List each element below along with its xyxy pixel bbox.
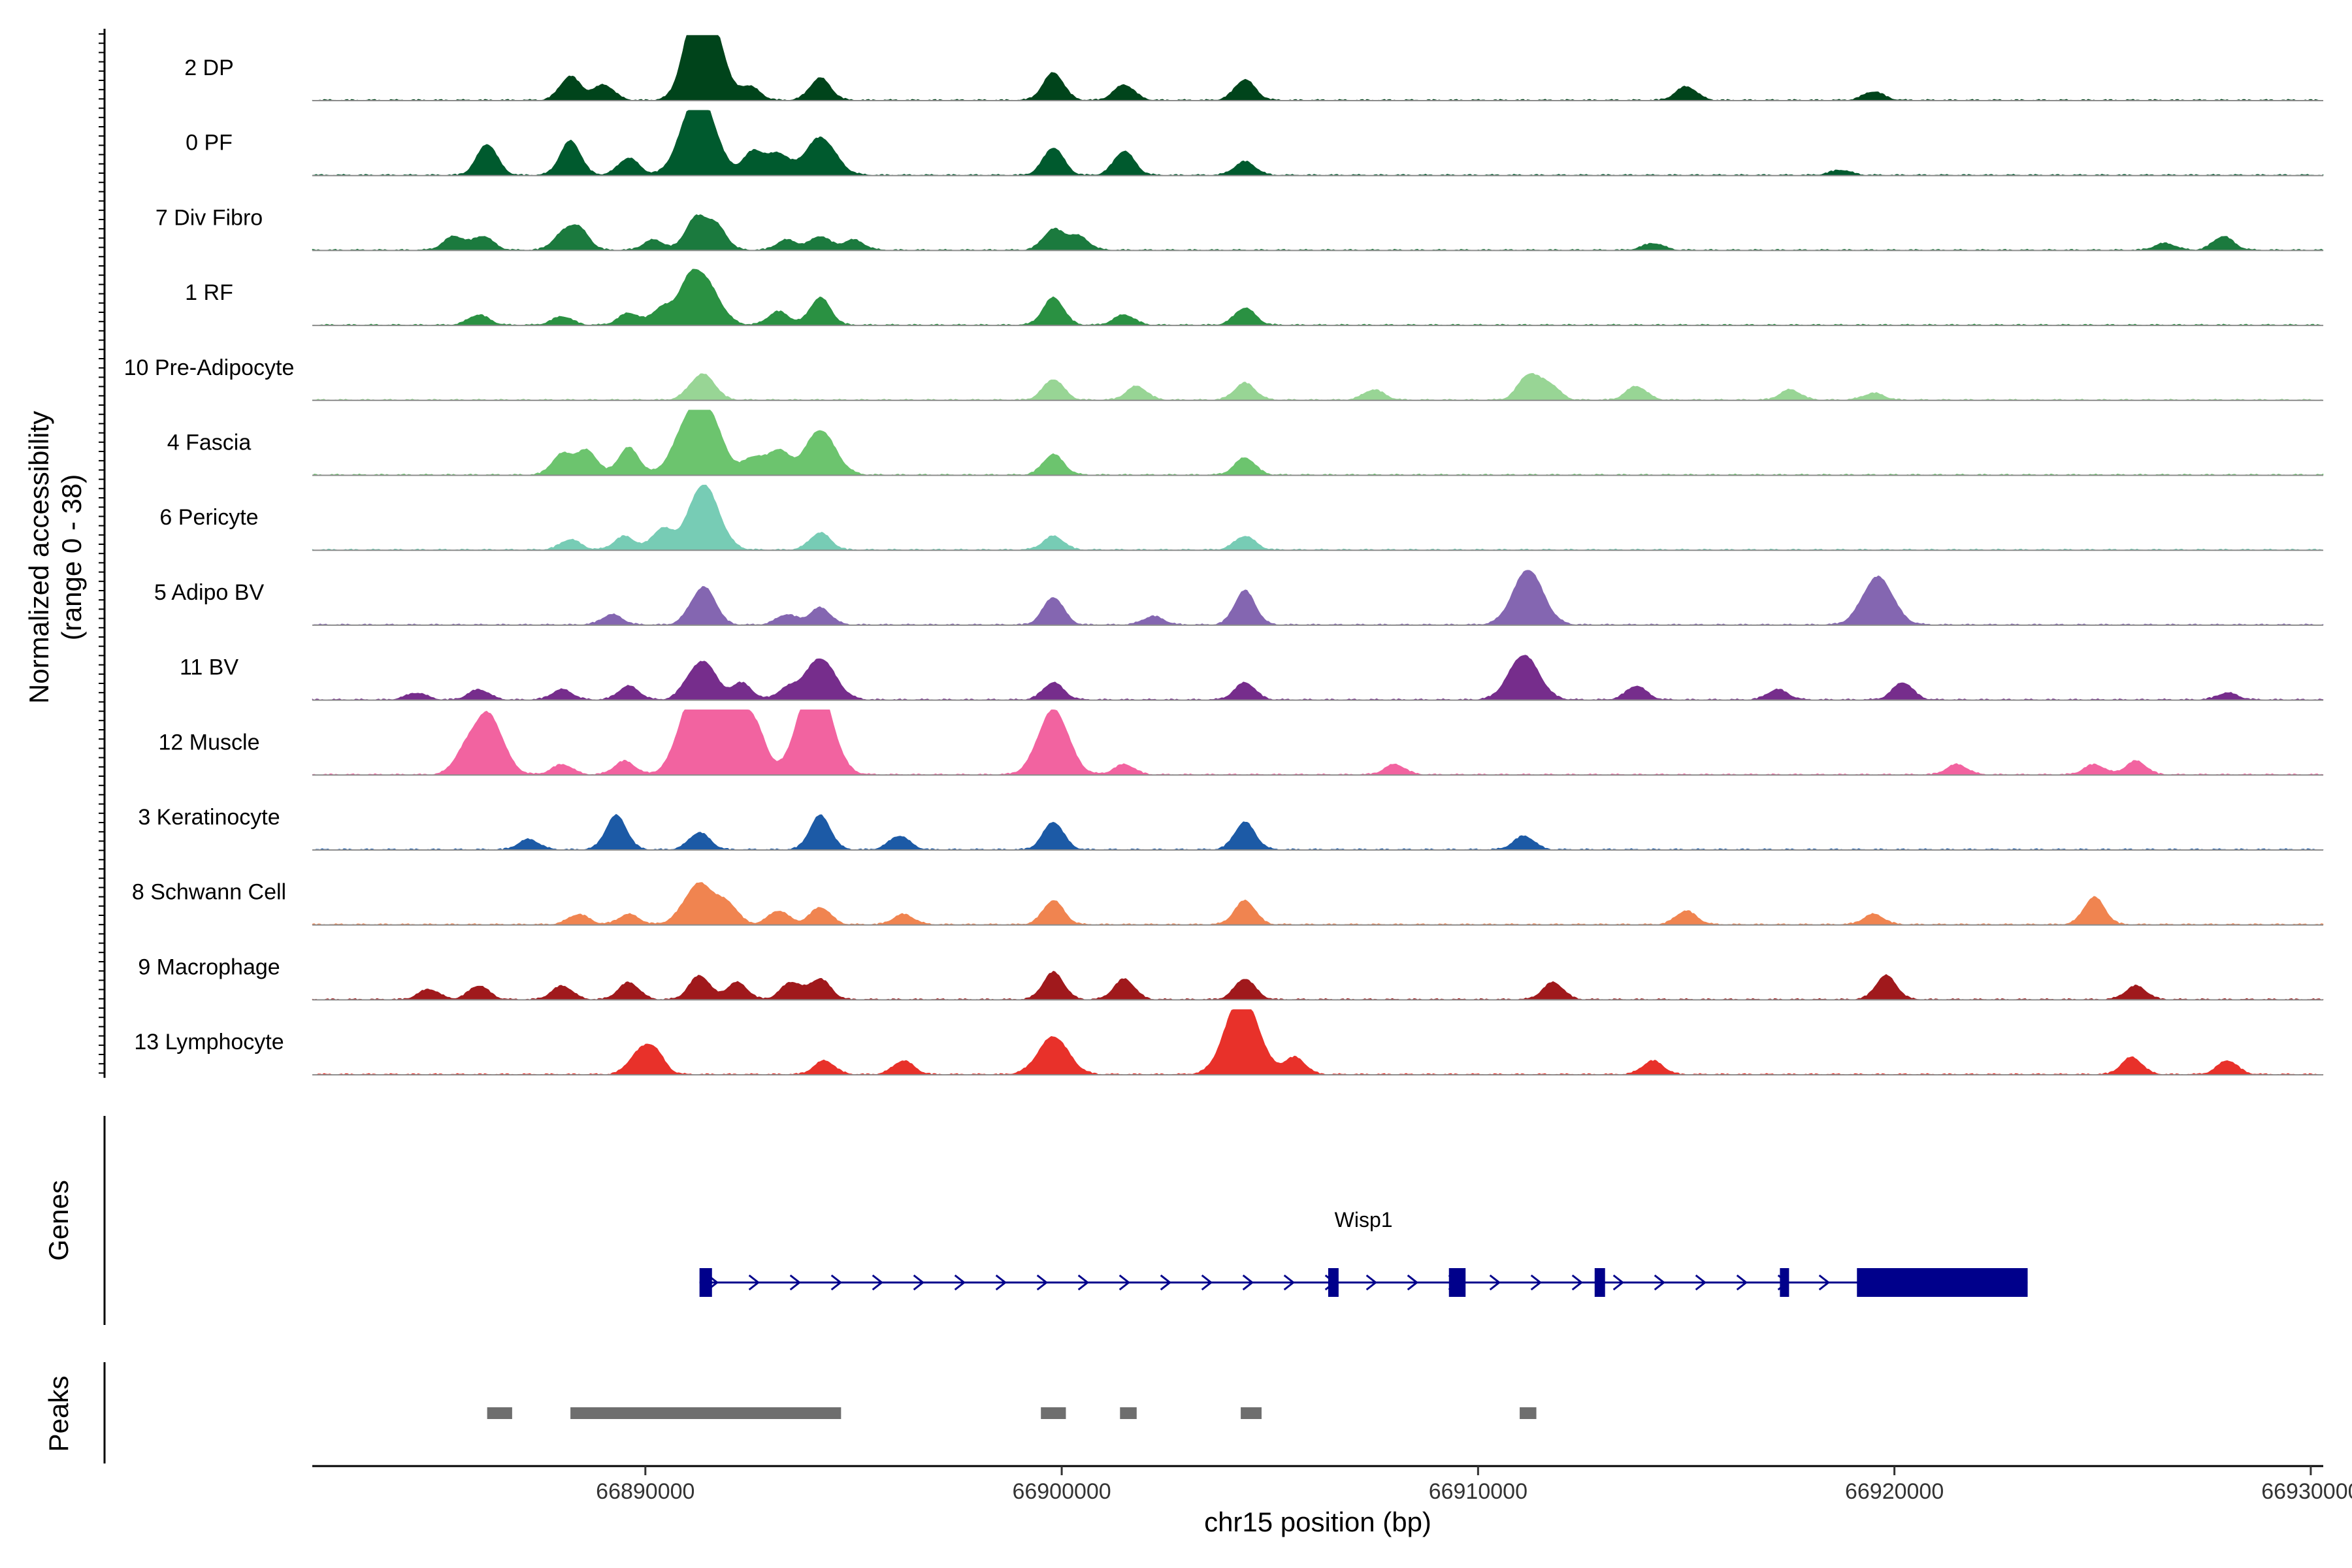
strand-arrow (1571, 1274, 1584, 1291)
track-label: 4 Fascia (167, 431, 252, 455)
track-label: 10 Pre-Adipocyte (124, 355, 295, 380)
strand-arrow (1242, 1274, 1254, 1291)
track-label: 12 Muscle (159, 730, 260, 755)
track-11: 3 Keratinocyte (138, 805, 2324, 851)
track-label: 3 Keratinocyte (138, 805, 280, 830)
gene-exon (1780, 1268, 1789, 1297)
gene-name-label: Wisp1 (1335, 1208, 1393, 1232)
genes-panel-label: Genes (43, 1180, 74, 1261)
track-signal (312, 269, 2324, 326)
track-2: 0 PF (186, 110, 2324, 176)
coverage-tracks: 2 DP 0 PF 7 Div Fibro 1 RF 10 Pre-Adipocyte 4… (124, 35, 2324, 1076)
track-signal (312, 1009, 2324, 1075)
strand-arrow (748, 1274, 760, 1291)
y-axis-title-line2: (range 0 - 38) (56, 474, 87, 640)
strand-arrow (872, 1274, 884, 1291)
strand-arrow (1695, 1274, 1707, 1291)
strand-arrow (1283, 1274, 1296, 1291)
strand-arrow (1612, 1274, 1625, 1291)
strand-arrow (1654, 1274, 1666, 1291)
track-label: 2 DP (184, 56, 234, 80)
peak-region (487, 1407, 512, 1419)
track-13: 9 Macrophage (138, 955, 2324, 1001)
track-signal (312, 570, 2324, 626)
track-label: 6 Pericyte (159, 505, 258, 530)
track-signal (312, 35, 2324, 101)
genes-panel: Genes Wisp1 (43, 1116, 2028, 1325)
track-label: 8 Schwann Cell (132, 880, 286, 905)
track-signal (312, 110, 2324, 176)
track-4: 1 RF (185, 269, 2324, 327)
track-10: 12 Muscle (159, 710, 2324, 776)
track-12: 8 Schwann Cell (132, 880, 2324, 926)
track-8: 5 Adipo BV (154, 570, 2324, 626)
track-3: 7 Div Fibro (155, 205, 2324, 252)
track-6: 4 Fascia (167, 410, 2324, 476)
strand-arrow (1489, 1274, 1501, 1291)
track-signal (312, 882, 2324, 926)
strand-arrow (830, 1274, 843, 1291)
peaks-panel: Peaks (43, 1362, 1537, 1463)
peak-region (1241, 1407, 1262, 1419)
track-7: 6 Pericyte (159, 484, 2324, 551)
x-tick-label: 66890000 (596, 1479, 694, 1504)
track-label: 13 Lymphocyte (134, 1030, 284, 1054)
track-signal (312, 484, 2324, 551)
gene-exon (1857, 1268, 2028, 1297)
gene-exon (1328, 1268, 1339, 1297)
peaks-panel-label: Peaks (43, 1376, 74, 1452)
y-axis-title: Normalized accessibility (range 0 - 38) (24, 411, 87, 704)
strand-arrow (1365, 1274, 1378, 1291)
strand-arrow (1036, 1274, 1049, 1291)
strand-arrow (954, 1274, 966, 1291)
peak-region (1120, 1407, 1137, 1419)
track-signal (312, 410, 2324, 476)
y-axis (99, 29, 106, 1078)
track-label: 5 Adipo BV (154, 580, 265, 605)
strand-arrow (1077, 1274, 1090, 1291)
track-signal (312, 655, 2324, 700)
peak-region (570, 1407, 841, 1419)
x-axis-title: chr15 position (bp) (1204, 1507, 1431, 1537)
strand-arrow (1818, 1274, 1831, 1291)
strand-arrow (913, 1274, 925, 1291)
x-tick-label: 66910000 (1429, 1479, 1527, 1504)
strand-arrow (1160, 1274, 1172, 1291)
strand-arrow (1530, 1274, 1543, 1291)
x-tick-label: 66900000 (1012, 1479, 1111, 1504)
gene-exon (699, 1268, 712, 1297)
y-axis-title-line1: Normalized accessibility (24, 411, 54, 704)
gene-model: Wisp1 (699, 1208, 2028, 1297)
track-9: 11 BV (180, 655, 2324, 701)
track-label: 1 RF (185, 280, 233, 305)
x-tick-label: 66930000 (2261, 1479, 2352, 1504)
strand-arrow (1201, 1274, 1213, 1291)
track-1: 2 DP (184, 35, 2324, 101)
track-signal (312, 373, 2324, 401)
track-label: 9 Macrophage (138, 955, 280, 979)
strand-arrow (1407, 1274, 1419, 1291)
track-signal (312, 813, 2324, 851)
strand-arrow (1736, 1274, 1748, 1291)
track-label: 7 Div Fibro (155, 205, 263, 230)
track-label: 11 BV (180, 655, 238, 680)
strand-arrow (995, 1274, 1007, 1291)
track-label: 0 PF (186, 131, 233, 155)
gene-exon (1448, 1268, 1466, 1297)
track-signal (312, 214, 2324, 251)
strand-arrow (1119, 1274, 1131, 1291)
gene-exon (1594, 1268, 1605, 1297)
x-tick-label: 66920000 (1845, 1479, 1944, 1504)
track-signal (312, 970, 2324, 1000)
x-axis: chr15 position (bp) 66890000 66900000 6691… (312, 1465, 2352, 1537)
peak-region (1041, 1407, 1066, 1419)
peak-region (1520, 1407, 1537, 1419)
track-5: 10 Pre-Adipocyte (124, 355, 2324, 401)
track-signal (312, 710, 2324, 776)
track-14: 13 Lymphocyte (134, 1009, 2324, 1076)
strand-arrow (789, 1274, 802, 1291)
